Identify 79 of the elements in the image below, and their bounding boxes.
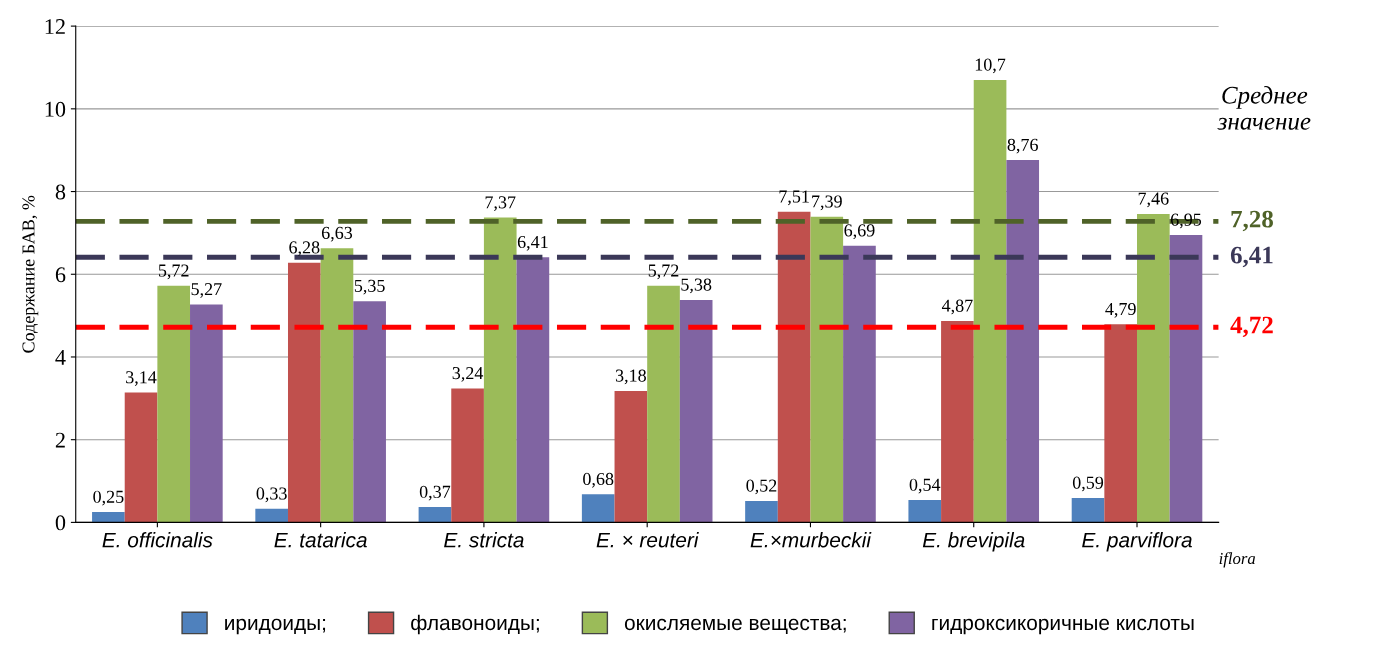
data-label: 6,69 [844, 224, 875, 240]
bar [451, 388, 484, 523]
y-tick-label: 12 [45, 19, 65, 34]
bar [124, 392, 158, 523]
y-tick-label: 10 [45, 101, 66, 117]
x-tick-label: E. stricta [444, 532, 524, 548]
data-label: 5,35 [354, 279, 385, 295]
bar [1169, 234, 1203, 523]
data-label: 5,27 [191, 283, 222, 298]
data-label: 7,37 [485, 196, 516, 211]
data-label: 3,14 [126, 371, 157, 386]
bar [255, 508, 288, 523]
data-label: 0,59 [1072, 476, 1104, 492]
ref-line-label: 6,41 [1230, 246, 1273, 268]
data-label: 5,38 [681, 278, 712, 294]
bar [1071, 498, 1105, 523]
x-tick-label: E. tatarica [274, 532, 367, 548]
bar [843, 245, 876, 523]
x-tick-label: E. parviflora [1082, 532, 1192, 552]
y-tick-label: 2 [55, 432, 65, 448]
y-tick-label: 4 [55, 350, 66, 365]
data-label: 0,37 [419, 485, 451, 501]
bar [418, 507, 452, 523]
x-tick-label: E.×murbeckii [750, 532, 872, 548]
data-label: 0,33 [256, 487, 287, 503]
bar [973, 79, 1007, 523]
data-label: 4,79 [1105, 302, 1136, 318]
bar [1006, 160, 1040, 523]
x-tick-label: E. brevipila [922, 532, 1025, 552]
data-label: 0,52 [746, 479, 777, 495]
bar [777, 211, 811, 523]
legend-label: гидроксикоричные кислоты [932, 618, 1194, 635]
bar [353, 301, 386, 523]
data-label: 0,54 [909, 478, 941, 494]
bar [190, 304, 223, 523]
data-label: 5,72 [158, 264, 189, 280]
legend-label: окисляемые вещества; [624, 618, 846, 635]
y-axis-title: Содержание БАВ, % [22, 195, 39, 353]
bar [320, 248, 354, 523]
data-label: 3,18 [615, 369, 646, 385]
data-label: 7,46 [1138, 192, 1169, 208]
x-tick-label: E. officinalis [102, 532, 213, 548]
y-tick-label: 8 [55, 184, 66, 200]
legend-label: иридоиды; [225, 618, 326, 635]
data-label: 7,51 [779, 190, 809, 206]
bar [614, 390, 648, 523]
bar [810, 216, 844, 523]
bar [516, 257, 550, 523]
data-label: 6,41 [517, 235, 548, 251]
data-label: 10,7 [975, 58, 1006, 74]
data-label: 7,39 [812, 195, 842, 211]
bar [745, 500, 778, 523]
bar [647, 285, 680, 523]
data-label: 0,25 [93, 490, 124, 506]
ref-line-label: 4,72 [1230, 316, 1273, 338]
y-tick-label: 0 [55, 515, 66, 531]
data-label: 0,68 [583, 472, 614, 488]
data-label: 6,28 [289, 241, 320, 257]
bar [908, 500, 942, 523]
bar [679, 299, 713, 523]
bar [157, 285, 191, 523]
legend-label: флавоноиды; [411, 614, 539, 635]
bar [483, 217, 517, 523]
text: iflora [1219, 552, 1256, 568]
bar [1104, 324, 1138, 523]
annotation: Среднее значение [1217, 86, 1311, 130]
bar [92, 512, 125, 523]
data-label: 3,24 [452, 367, 484, 382]
data-label: 5,72 [648, 264, 679, 280]
data-label: 4,87 [941, 299, 973, 315]
bar [287, 262, 321, 523]
bar [1137, 213, 1170, 523]
data-label: 6,63 [321, 226, 353, 242]
x-tick-label: E. × reuteri [596, 532, 699, 548]
bar [941, 320, 974, 523]
data-label: 8,76 [1007, 138, 1038, 154]
y-tick-label: 6 [55, 267, 66, 283]
ref-line-label: 7,28 [1231, 210, 1273, 232]
bar [581, 494, 615, 523]
